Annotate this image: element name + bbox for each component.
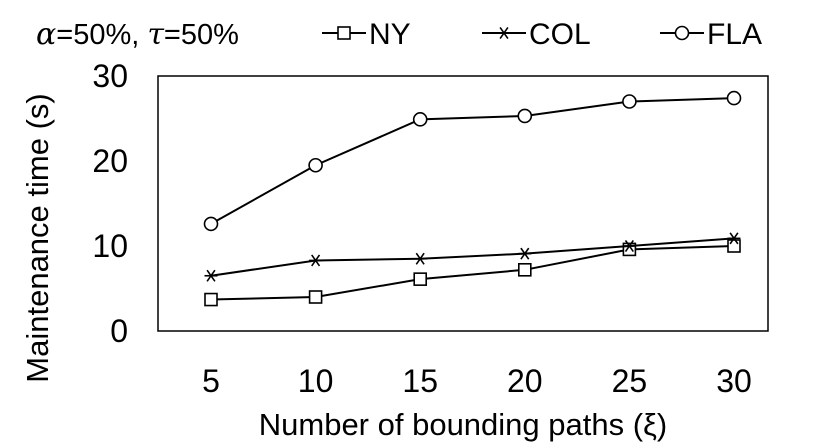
y-tick-label: 30	[92, 58, 128, 94]
data-point-ny	[517, 262, 532, 277]
x-tick-label: 25	[612, 363, 648, 399]
series-line-fla	[210, 97, 735, 225]
series-fla	[203, 90, 742, 232]
y-axis-ticks: 0 10 20 30	[92, 58, 128, 349]
data-point-ny	[308, 290, 323, 304]
x-tick-label: 20	[507, 363, 543, 399]
data-point-fla	[622, 94, 637, 109]
data-point-ny	[413, 272, 428, 286]
y-tick-label: 0	[110, 313, 128, 349]
alpha-value: =50%,	[56, 19, 139, 51]
data-point-fla	[203, 216, 219, 232]
data-point-col	[727, 232, 741, 245]
series-group	[203, 90, 742, 307]
data-point-fla	[308, 157, 323, 173]
data-point-col	[309, 254, 323, 267]
x-axis-ticks: 5 10 15 20 25 30	[202, 363, 752, 399]
data-point-fla	[726, 90, 742, 106]
data-point-col	[622, 240, 636, 252]
data-point-fla	[517, 108, 533, 124]
legend-label-fla: FLA	[707, 18, 762, 51]
legend-item-ny: NY	[322, 18, 411, 51]
data-point-col	[518, 247, 532, 260]
legend: NY COL FLA	[322, 18, 762, 51]
legend-item-fla: FLA	[660, 18, 762, 51]
y-tick-label: 20	[92, 143, 128, 179]
y-tick-label: 10	[92, 228, 128, 264]
data-point-ny	[204, 292, 218, 307]
tau-symbol: τ	[147, 17, 164, 52]
data-point-col	[204, 269, 218, 282]
series-line-ny	[210, 245, 735, 301]
y-axis-label: Maintenance time (s)	[20, 93, 55, 382]
legend-label-col: COL	[529, 18, 591, 51]
x-tick-label: 15	[402, 363, 438, 399]
series-ny	[204, 239, 741, 307]
plot-area-frame	[157, 75, 769, 332]
legend-item-col: COL	[482, 18, 591, 51]
x-tick-label: 30	[716, 363, 752, 399]
legend-marker-fla	[674, 25, 690, 41]
series-col	[204, 232, 741, 282]
x-axis-label: Number of bounding paths (ξ)	[259, 407, 668, 442]
param-annotation: α=50%, τ=50%	[36, 17, 239, 52]
x-tick-label: 5	[202, 363, 220, 399]
data-point-col	[413, 252, 427, 265]
x-tick-label: 10	[298, 363, 334, 399]
data-point-fla	[412, 112, 428, 127]
alpha-symbol: α	[36, 17, 56, 52]
tau-value: =50%	[164, 19, 239, 51]
data-point-ny	[727, 239, 741, 253]
legend-label-ny: NY	[369, 18, 411, 51]
legend-marker-col	[497, 27, 511, 39]
legend-marker-ny	[337, 26, 351, 40]
series-line-col	[210, 237, 735, 277]
